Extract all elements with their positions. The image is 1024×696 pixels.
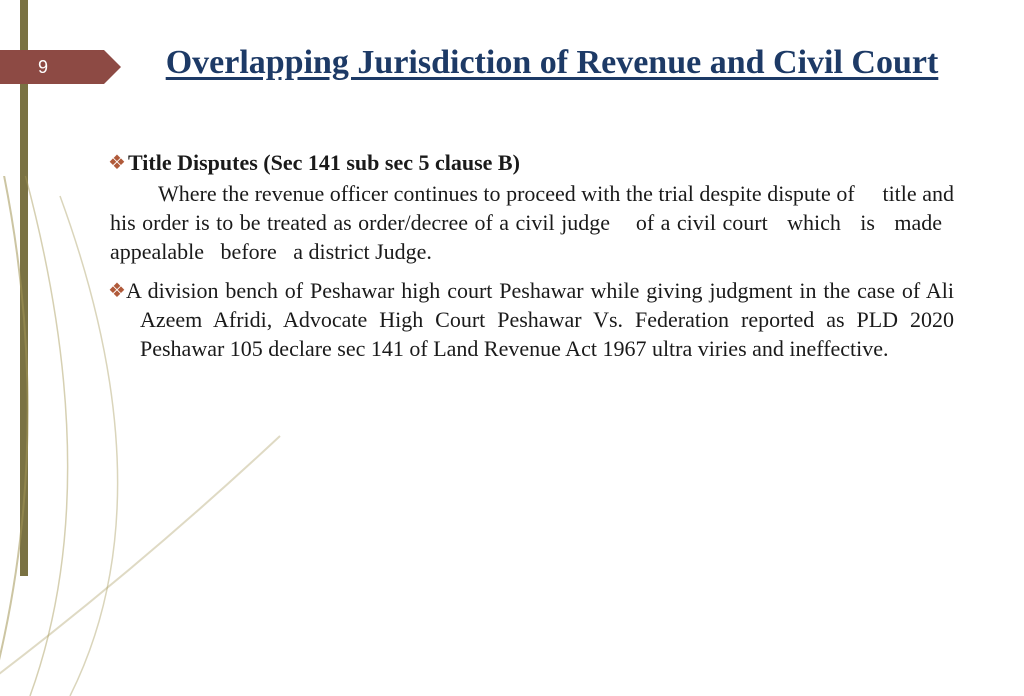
bullet-text: Where the revenue officer continues to p…	[110, 179, 954, 266]
diamond-bullet-icon: ❖	[108, 278, 126, 304]
diamond-bullet-icon: ❖	[108, 150, 126, 176]
left-accent-stripe	[20, 0, 28, 576]
slide-title: Overlapping Jurisdiction of Revenue and …	[140, 42, 964, 85]
page-number: 9	[38, 57, 48, 78]
page-number-badge: 9	[0, 50, 104, 84]
bullet-item: ❖ A division bench of Peshawar high cour…	[110, 276, 954, 363]
slide-body: ❖ Title Disputes (Sec 141 sub sec 5 clau…	[110, 148, 954, 367]
bullet-text: A division bench of Peshawar high court …	[140, 276, 954, 363]
bullet-item: ❖ Title Disputes (Sec 141 sub sec 5 clau…	[110, 148, 954, 266]
bullet-heading: Title Disputes (Sec 141 sub sec 5 clause…	[128, 148, 954, 177]
